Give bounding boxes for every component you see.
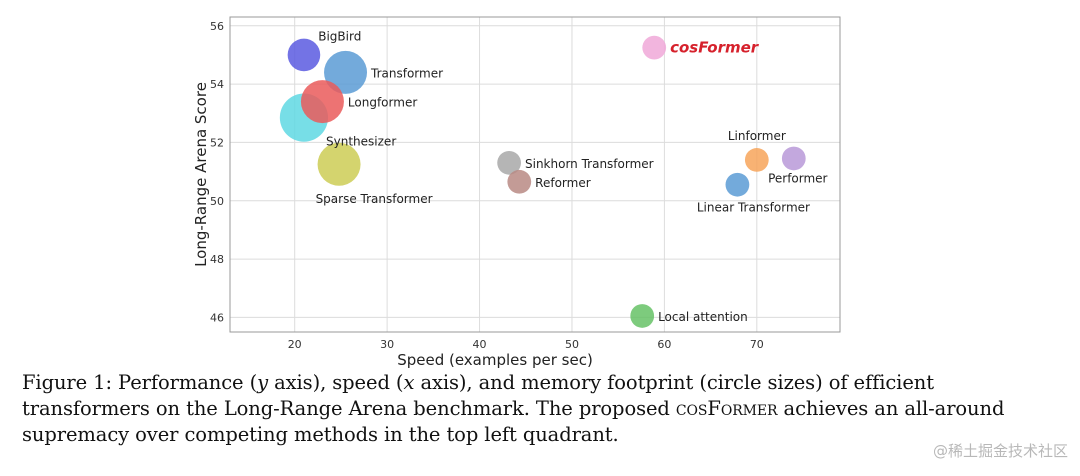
caption-prefix: Figure 1: Performance ( xyxy=(22,371,258,394)
figure-caption: Figure 1: Performance (y axis), speed (x… xyxy=(22,370,1062,448)
data-point xyxy=(300,80,344,124)
data-point-label: Local attention xyxy=(658,310,748,324)
caption-mid1: axis), speed ( xyxy=(268,371,404,394)
data-point-label: cosFormer xyxy=(670,39,760,57)
data-point-label: Linear Transformer xyxy=(697,201,810,215)
y-tick-label: 46 xyxy=(210,311,224,324)
x-tick-label: 50 xyxy=(565,338,579,351)
data-point-label: Reformer xyxy=(535,176,591,190)
plot-frame xyxy=(229,16,841,333)
data-point xyxy=(642,35,667,60)
data-point xyxy=(324,50,368,94)
data-point-label: BigBird xyxy=(318,30,361,44)
x-tick-label: 60 xyxy=(657,338,671,351)
data-point-label: Transformer xyxy=(370,66,443,80)
caption-y-variable: y xyxy=(257,371,268,394)
data-point xyxy=(507,169,532,194)
data-point xyxy=(287,38,321,72)
data-point-label: Sinkhorn Transformer xyxy=(525,157,654,171)
scatter-chart: 20 30 40 50 60 70 46 48 50 52 54 56 Speed (examples … xyxy=(192,16,841,369)
data-point xyxy=(781,146,806,171)
x-tick-label: 40 xyxy=(473,338,487,351)
x-tick-label: 20 xyxy=(288,338,302,351)
y-tick-label: 56 xyxy=(210,20,224,33)
y-tick-label: 52 xyxy=(210,136,224,149)
x-axis-label: Speed (examples per sec) xyxy=(397,351,593,369)
y-tick-label: 50 xyxy=(210,195,224,208)
x-tick-label: 30 xyxy=(380,338,394,351)
y-tick-label: 54 xyxy=(210,78,224,91)
data-point-label: Sparse Transformer xyxy=(316,192,433,206)
caption-x-variable: x xyxy=(403,371,415,394)
data-point-label: Performer xyxy=(768,171,827,185)
y-axis-label: Long-Range Arena Score xyxy=(192,82,210,267)
data-point xyxy=(725,172,750,197)
data-point xyxy=(497,150,522,175)
caption-suffix: achieves an all-around supremacy over co… xyxy=(22,397,1005,446)
x-tick-label: 70 xyxy=(750,338,764,351)
caption-model-name: cosFormer xyxy=(675,397,778,420)
data-point-label: Linformer xyxy=(728,129,786,143)
caption-mid2: axis), and memory footprint (circle size… xyxy=(22,371,934,420)
data-point xyxy=(317,142,361,186)
data-point xyxy=(630,304,655,328)
data-point-label: Longformer xyxy=(348,96,417,110)
y-tick-label: 48 xyxy=(210,253,224,266)
data-point xyxy=(744,148,769,172)
data-point-label: Synthesizer xyxy=(326,135,396,149)
watermark: @稀土掘金技术社区 xyxy=(932,442,1068,460)
